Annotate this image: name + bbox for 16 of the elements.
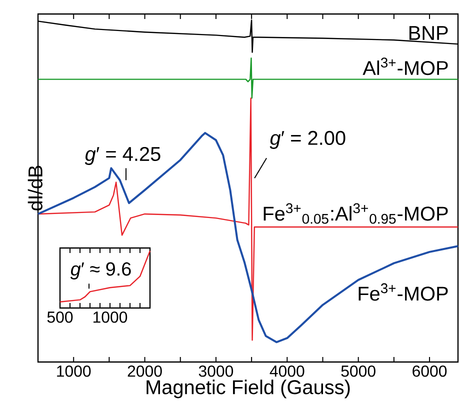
x-tick-label: 4000: [270, 366, 304, 377]
x-axis-title: Magnetic Field (Gauss): [146, 380, 350, 398]
annotation: g′ ≈ 9.6: [70, 262, 131, 280]
x-tick-label: 1000: [93, 312, 128, 323]
x-tick-label: 1000: [57, 366, 91, 377]
annotation: g′ = 4.25: [84, 146, 160, 165]
annotation: g′ = 2.00: [270, 130, 346, 149]
series-label: Fe$^{3+}$-MOP: [358, 283, 448, 301]
x-tick-label: 6000: [412, 366, 447, 377]
x-tick-label: 500: [47, 312, 73, 323]
legend-label: BNP: [409, 26, 448, 40]
series-label: Al$^{3+}$-MOP: [362, 58, 448, 76]
x-tick-label: 3000: [198, 366, 234, 377]
series-label: Fe$^{3+}$$_{0.05}$:Al$^{3+}$$_{0.95}$-MOP: [264, 203, 448, 224]
x-tick-label: 5000: [341, 366, 376, 377]
x-tick-label: 2000: [128, 366, 162, 377]
